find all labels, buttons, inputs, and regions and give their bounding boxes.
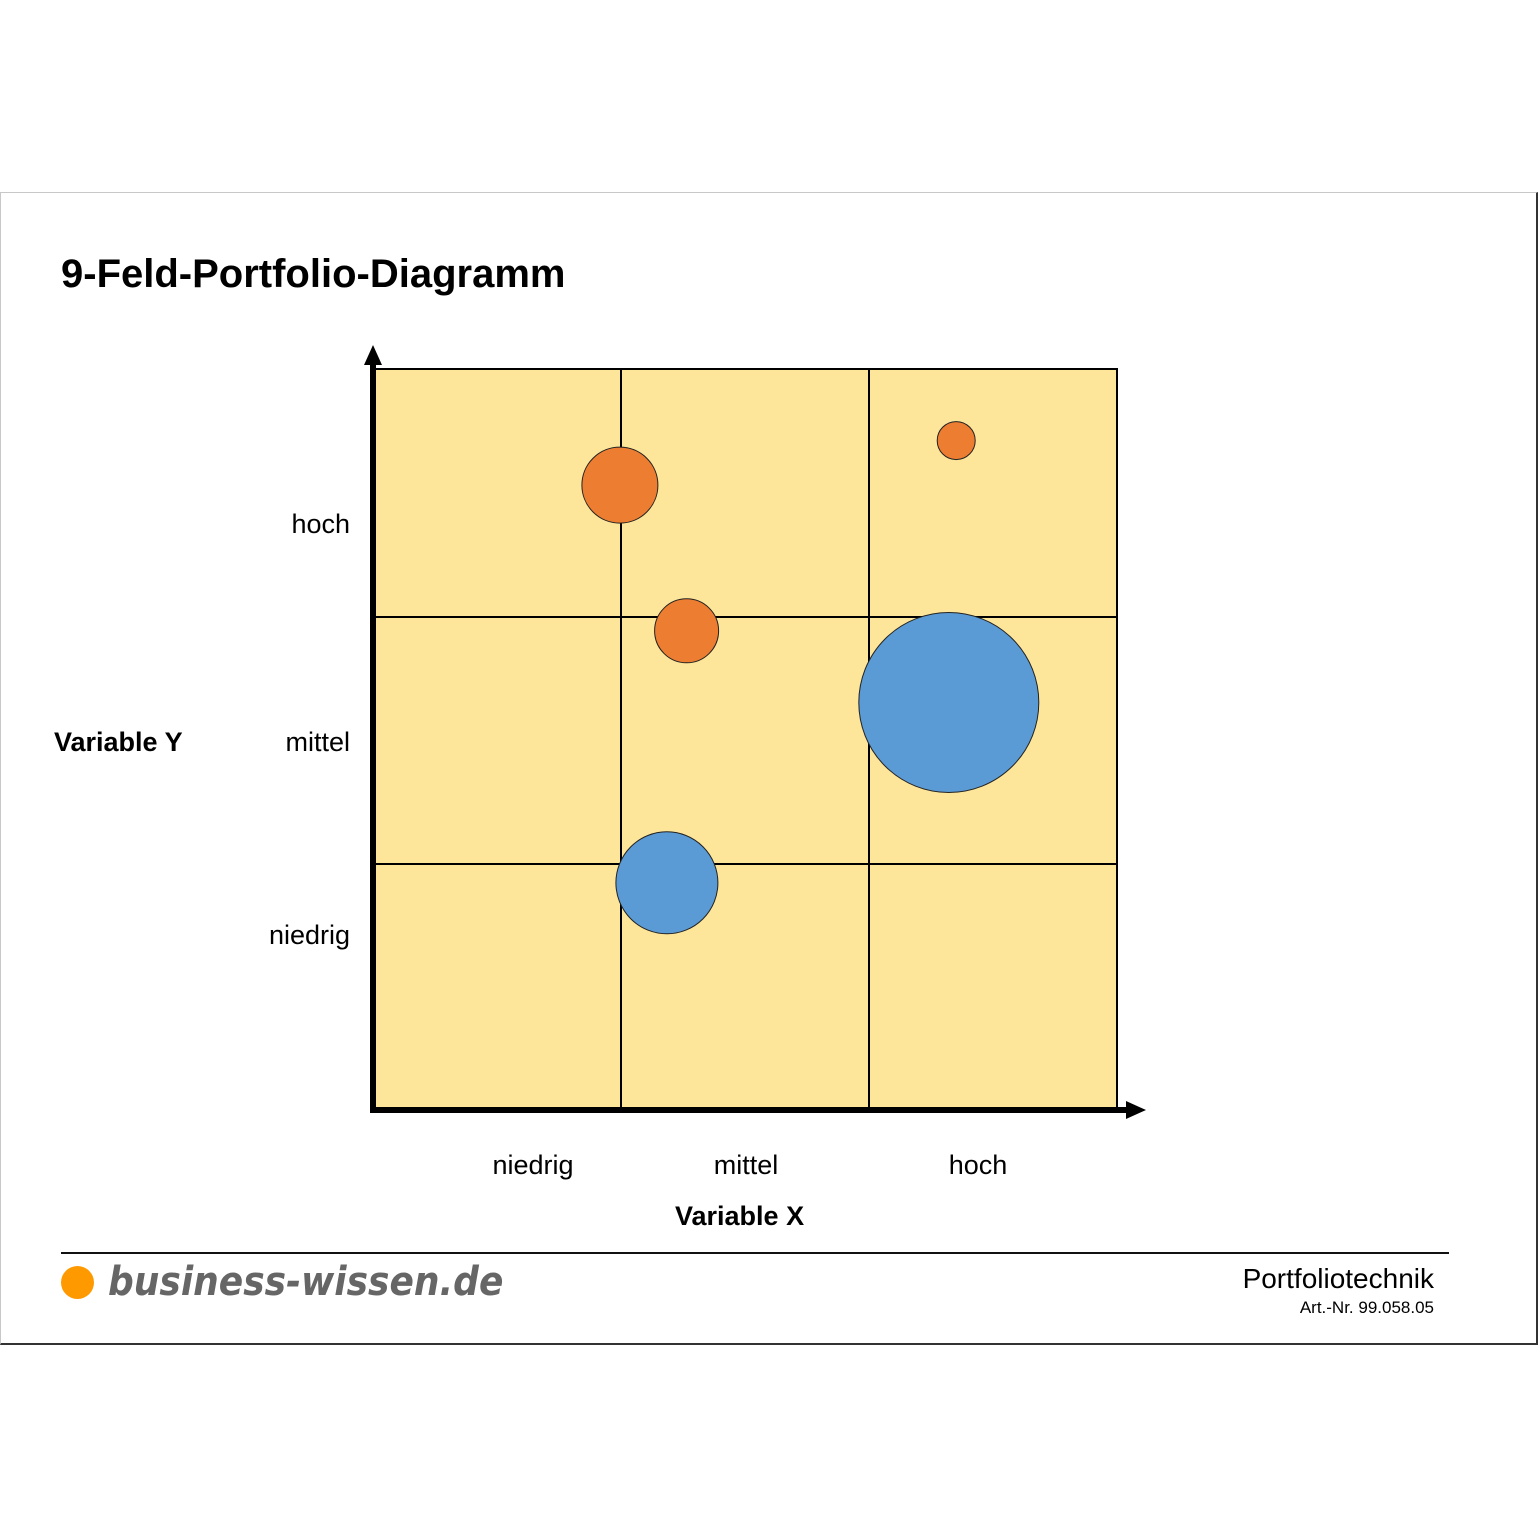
y-axis-arrow-icon: [364, 345, 382, 365]
page-title: 9-Feld-Portfolio-Diagramm: [61, 252, 566, 296]
footer-divider: [61, 1252, 1449, 1254]
blue-bubble: [858, 612, 1040, 793]
y-label-low: niedrig: [268, 920, 350, 950]
x-label-low: niedrig: [492, 1150, 574, 1180]
x-axis-title: Variable X: [675, 1201, 805, 1231]
footer-topic: Portfoliotechnik: [1242, 1263, 1434, 1294]
orange-bubble: [936, 421, 976, 461]
y-label-medium: mittel: [285, 727, 350, 757]
bubble-layer: [581, 421, 1040, 935]
slide-frame: [0, 192, 1538, 1345]
orange-bubble: [654, 598, 720, 664]
article-number: Art.-Nr. 99.058.05: [1299, 1298, 1434, 1317]
y-axis-title: Variable Y: [54, 727, 183, 757]
y-label-high: hoch: [291, 509, 350, 539]
x-axis-arrow-icon: [1126, 1101, 1146, 1119]
logo-dot-icon: [61, 1266, 94, 1299]
orange-bubble: [581, 446, 659, 524]
x-label-medium: mittel: [713, 1150, 779, 1180]
x-label-high: hoch: [948, 1150, 1008, 1180]
logo: business-wissen.de: [108, 1259, 504, 1305]
blue-bubble: [615, 831, 719, 935]
